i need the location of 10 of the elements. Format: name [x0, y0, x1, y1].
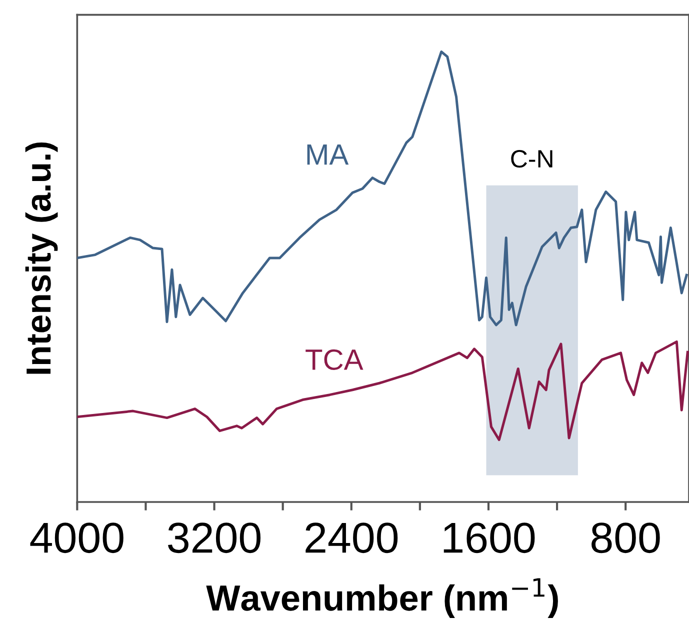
band-label: C-N: [511, 150, 552, 168]
y-axis-title: Intensity (a.u.): [25, 142, 58, 374]
x-tick-label: 800: [592, 522, 660, 554]
x-axis-title: Wavenumber (nm$^{−1}$): [206, 578, 558, 618]
x-tick-label: 2400: [306, 522, 398, 554]
series-label: MA: [307, 144, 349, 165]
x-tick-label: 1600: [444, 522, 535, 554]
x-tick-label: 4000: [30, 522, 124, 554]
series-label: TCA: [306, 349, 364, 370]
x-tick-label: 3200: [168, 522, 260, 554]
